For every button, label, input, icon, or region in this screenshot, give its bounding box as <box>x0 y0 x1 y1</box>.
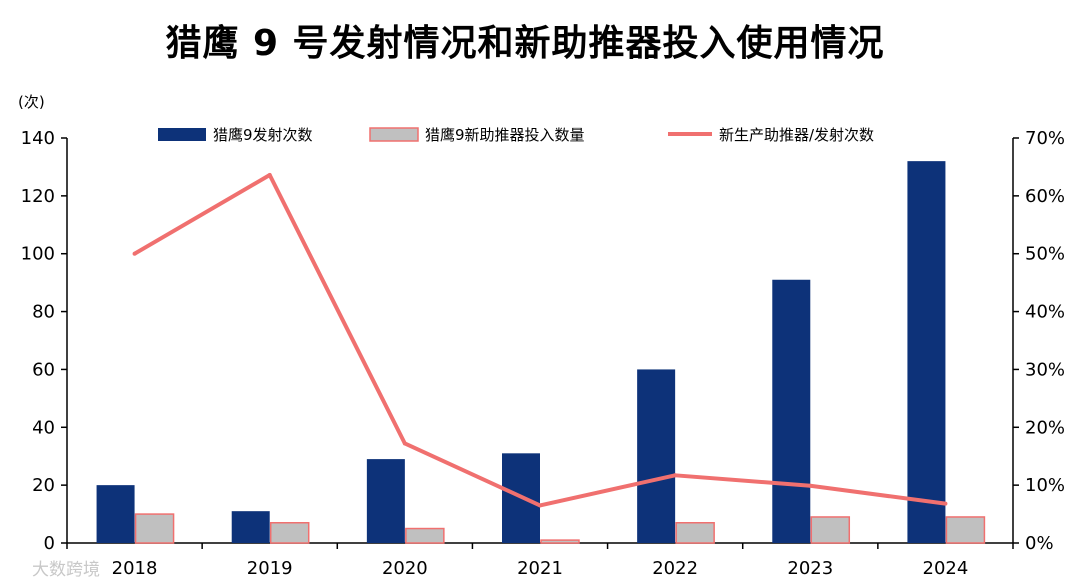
y-left-tick-label: 0 <box>44 533 55 554</box>
line-ratio-point <box>402 441 407 446</box>
x-tick-label: 2022 <box>652 558 698 579</box>
y-left-tick-label: 120 <box>21 186 55 207</box>
y-right-tick-label: 20% <box>1025 417 1065 438</box>
bar-new-boosters <box>675 522 715 544</box>
y-right-tick-label: 0% <box>1025 533 1054 554</box>
bar-launches <box>637 369 676 543</box>
y-right-tick-label: 70% <box>1025 128 1065 149</box>
x-tick-label: 2021 <box>517 558 563 579</box>
bar-new-boosters <box>134 513 175 544</box>
line-ratio-point <box>673 473 678 478</box>
y-unit-label: (次) <box>18 93 45 111</box>
bar-new-boosters <box>540 539 580 544</box>
legend-label-ratio: 新生产助推器/发射次数 <box>719 126 874 144</box>
y-right-tick-label: 30% <box>1025 359 1065 380</box>
legend: 猎鹰9发射次数 猎鹰9新助推器投入数量 新生产助推器/发射次数 <box>158 126 874 144</box>
legend-label-new-boosters: 猎鹰9新助推器投入数量 <box>425 126 585 144</box>
line-ratio-point <box>267 173 272 178</box>
y-left-tick-label: 140 <box>21 128 55 149</box>
y-right-tick-label: 50% <box>1025 244 1065 265</box>
y-right-tick-label: 60% <box>1025 186 1065 207</box>
bar-launches <box>772 279 811 543</box>
y-left-tick-label: 100 <box>21 244 55 265</box>
bar-new-boosters <box>269 522 310 544</box>
bar-launches <box>366 459 405 543</box>
y-left-tick-label: 40 <box>32 417 55 438</box>
bar-new-boosters <box>405 527 445 544</box>
x-tick-label: 2023 <box>787 558 833 579</box>
line-ratio-point <box>538 503 542 508</box>
bar-new-boosters <box>945 516 986 544</box>
legend-swatch-launches <box>158 128 206 141</box>
y-left-tick-label: 60 <box>32 359 55 380</box>
y-right-tick-label: 10% <box>1025 475 1065 496</box>
y-right-tick-label: 40% <box>1025 302 1065 323</box>
y-left-tick-label: 80 <box>32 302 55 323</box>
x-tick-label: 2018 <box>112 558 158 579</box>
line-ratio-point <box>943 501 948 506</box>
x-tick-label: 2024 <box>923 558 969 579</box>
bar-launches <box>96 485 135 543</box>
legend-label-launches: 猎鹰9发射次数 <box>213 126 313 144</box>
line-ratio-point <box>132 251 137 256</box>
bar-launches <box>907 161 946 543</box>
legend-swatch-new-boosters <box>369 127 419 142</box>
bar-new-boosters <box>810 516 851 544</box>
bar-launches <box>231 511 270 543</box>
x-tick-label: 2020 <box>382 558 428 579</box>
watermark: 大数跨境 <box>32 560 100 580</box>
x-tick-label: 2019 <box>247 558 293 579</box>
y-left-tick-label: 20 <box>32 475 55 496</box>
line-ratio-point <box>808 483 813 488</box>
chart-title: 猎鹰 9 号发射情况和新助推器投入使用情况 <box>165 23 885 64</box>
